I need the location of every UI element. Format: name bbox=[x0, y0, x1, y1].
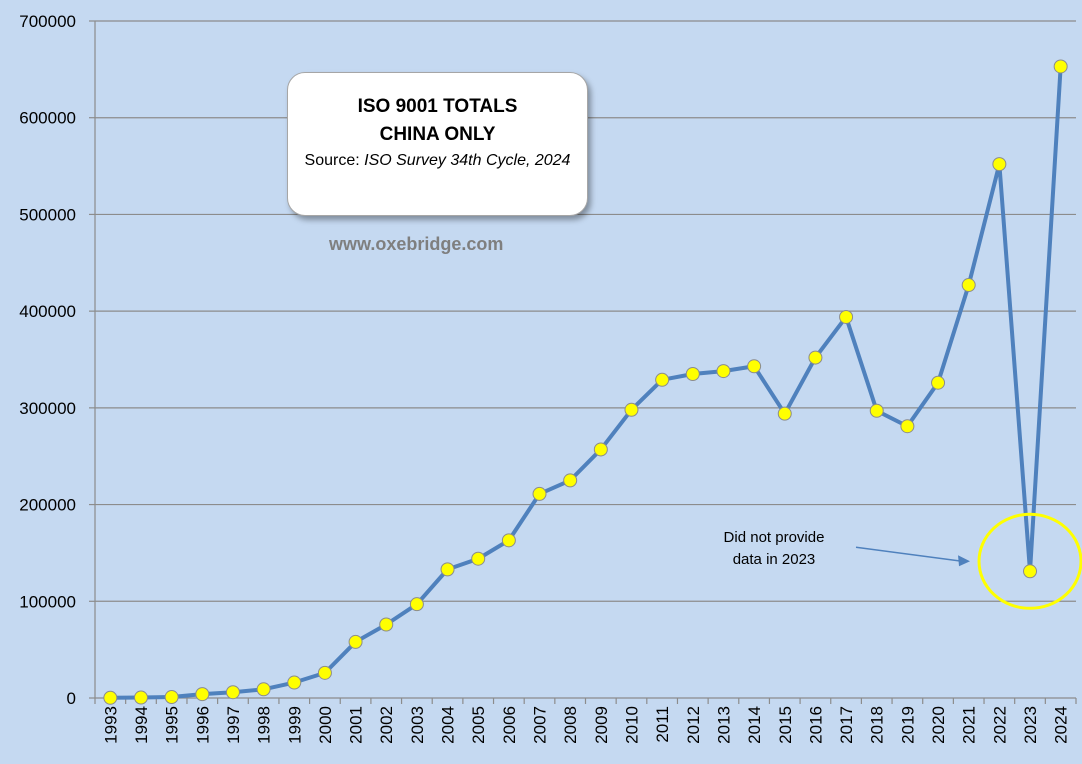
source-prefix: Source: bbox=[304, 152, 360, 169]
x-tick-label: 2017 bbox=[837, 706, 856, 744]
annotation-arrowhead bbox=[958, 555, 971, 567]
x-tick-label: 2018 bbox=[868, 706, 887, 744]
data-point bbox=[624, 402, 639, 417]
x-tick-label: 2015 bbox=[776, 706, 795, 744]
x-tick-label: 2009 bbox=[592, 706, 611, 744]
data-point bbox=[808, 350, 823, 365]
data-point bbox=[716, 364, 731, 379]
x-tick-label: 2020 bbox=[929, 706, 948, 744]
data-point bbox=[225, 685, 240, 700]
data-point bbox=[195, 687, 210, 702]
data-point bbox=[685, 367, 700, 382]
annotation-line-1: Did not provide bbox=[723, 529, 825, 546]
annotation-line-2: data in 2023 bbox=[732, 551, 816, 568]
data-point bbox=[869, 403, 884, 418]
axes bbox=[89, 20, 1077, 704]
x-tick-label: 1998 bbox=[255, 706, 274, 744]
data-point bbox=[747, 359, 762, 374]
x-tick-label: 2022 bbox=[990, 706, 1009, 744]
x-tick-label: 2001 bbox=[347, 706, 366, 744]
y-tick-label: 100000 bbox=[19, 592, 76, 611]
x-tick-label: 2008 bbox=[561, 706, 580, 744]
y-tick-label: 600000 bbox=[19, 109, 76, 128]
x-tick-label: 2023 bbox=[1021, 706, 1040, 744]
annotation-text: Did not provide data in 2023 bbox=[694, 527, 854, 571]
data-point bbox=[839, 309, 854, 324]
x-tick-label: 1996 bbox=[193, 706, 212, 744]
chart-title-box: ISO 9001 TOTALS CHINA ONLY Source: ISO S… bbox=[287, 72, 588, 216]
data-point bbox=[532, 486, 547, 501]
x-tick-label: 2000 bbox=[316, 706, 335, 744]
x-tick-label: 2016 bbox=[806, 706, 825, 744]
data-point bbox=[563, 473, 578, 488]
data-point bbox=[440, 562, 455, 577]
x-tick-label: 2021 bbox=[960, 706, 979, 744]
x-tick-label: 1997 bbox=[224, 706, 243, 744]
x-tick-label: 1994 bbox=[132, 706, 151, 744]
x-tick-label: 2003 bbox=[408, 706, 427, 744]
y-tick-label: 300000 bbox=[19, 399, 76, 418]
data-point bbox=[317, 665, 332, 680]
x-tick-label: 1999 bbox=[285, 706, 304, 744]
data-point bbox=[409, 597, 424, 612]
x-tick-label: 2010 bbox=[622, 706, 641, 744]
data-point bbox=[1053, 59, 1068, 74]
x-tick-label: 2019 bbox=[898, 706, 917, 744]
data-point bbox=[992, 157, 1007, 172]
data-point bbox=[287, 675, 302, 690]
x-tick-label: 2007 bbox=[531, 706, 550, 744]
data-point bbox=[777, 406, 792, 421]
data-point bbox=[348, 634, 363, 649]
x-tick-label: 2006 bbox=[500, 706, 519, 744]
y-tick-label: 0 bbox=[67, 689, 76, 708]
data-points bbox=[103, 59, 1068, 705]
chart-source: Source: ISO Survey 34th Cycle, 2024 bbox=[288, 149, 587, 172]
x-tick-label: 2024 bbox=[1052, 706, 1071, 744]
data-point bbox=[961, 278, 976, 293]
watermark-url: www.oxebridge.com bbox=[329, 234, 504, 254]
x-tick-label: 2013 bbox=[714, 706, 733, 744]
highlight-circle bbox=[977, 512, 1082, 610]
chart-title: ISO 9001 TOTALS bbox=[357, 96, 518, 117]
y-tick-label: 200000 bbox=[19, 496, 76, 515]
data-point bbox=[501, 533, 516, 548]
x-tick-label: 2002 bbox=[377, 706, 396, 744]
y-tick-label: 500000 bbox=[19, 205, 76, 224]
chart-subtitle: CHINA ONLY bbox=[379, 124, 496, 145]
x-axis-tick-labels: 1993 1994 1995 1996 1997 1998 1999 2000 2001 2002… bbox=[101, 706, 1070, 744]
x-tick-label: 2011 bbox=[653, 706, 672, 743]
data-point bbox=[103, 690, 118, 705]
data-point bbox=[593, 442, 608, 457]
data-point bbox=[900, 419, 915, 434]
x-tick-label: 1993 bbox=[101, 706, 120, 744]
data-point bbox=[133, 690, 148, 705]
source-text: ISO Survey 34th Cycle, 2024 bbox=[364, 152, 571, 169]
x-tick-label: 2014 bbox=[745, 706, 764, 744]
x-tick-label: 2004 bbox=[439, 706, 458, 744]
missing-data-callout bbox=[855, 512, 1082, 610]
y-tick-label: 700000 bbox=[19, 12, 76, 31]
data-point bbox=[931, 375, 946, 390]
data-point bbox=[471, 551, 486, 566]
y-tick-label: 400000 bbox=[19, 302, 76, 321]
x-tick-label: 2005 bbox=[469, 706, 488, 744]
data-point bbox=[379, 617, 394, 632]
x-tick-label: 2012 bbox=[684, 706, 703, 744]
data-point bbox=[256, 682, 271, 697]
x-tick-label: 1995 bbox=[163, 706, 182, 744]
data-point bbox=[1023, 564, 1038, 579]
annotation-arrow bbox=[855, 546, 963, 563]
data-point bbox=[655, 372, 670, 387]
data-point bbox=[164, 690, 179, 705]
y-axis-tick-labels: 0 100000 200000 300000 400000 500000 600000 700… bbox=[19, 12, 76, 708]
